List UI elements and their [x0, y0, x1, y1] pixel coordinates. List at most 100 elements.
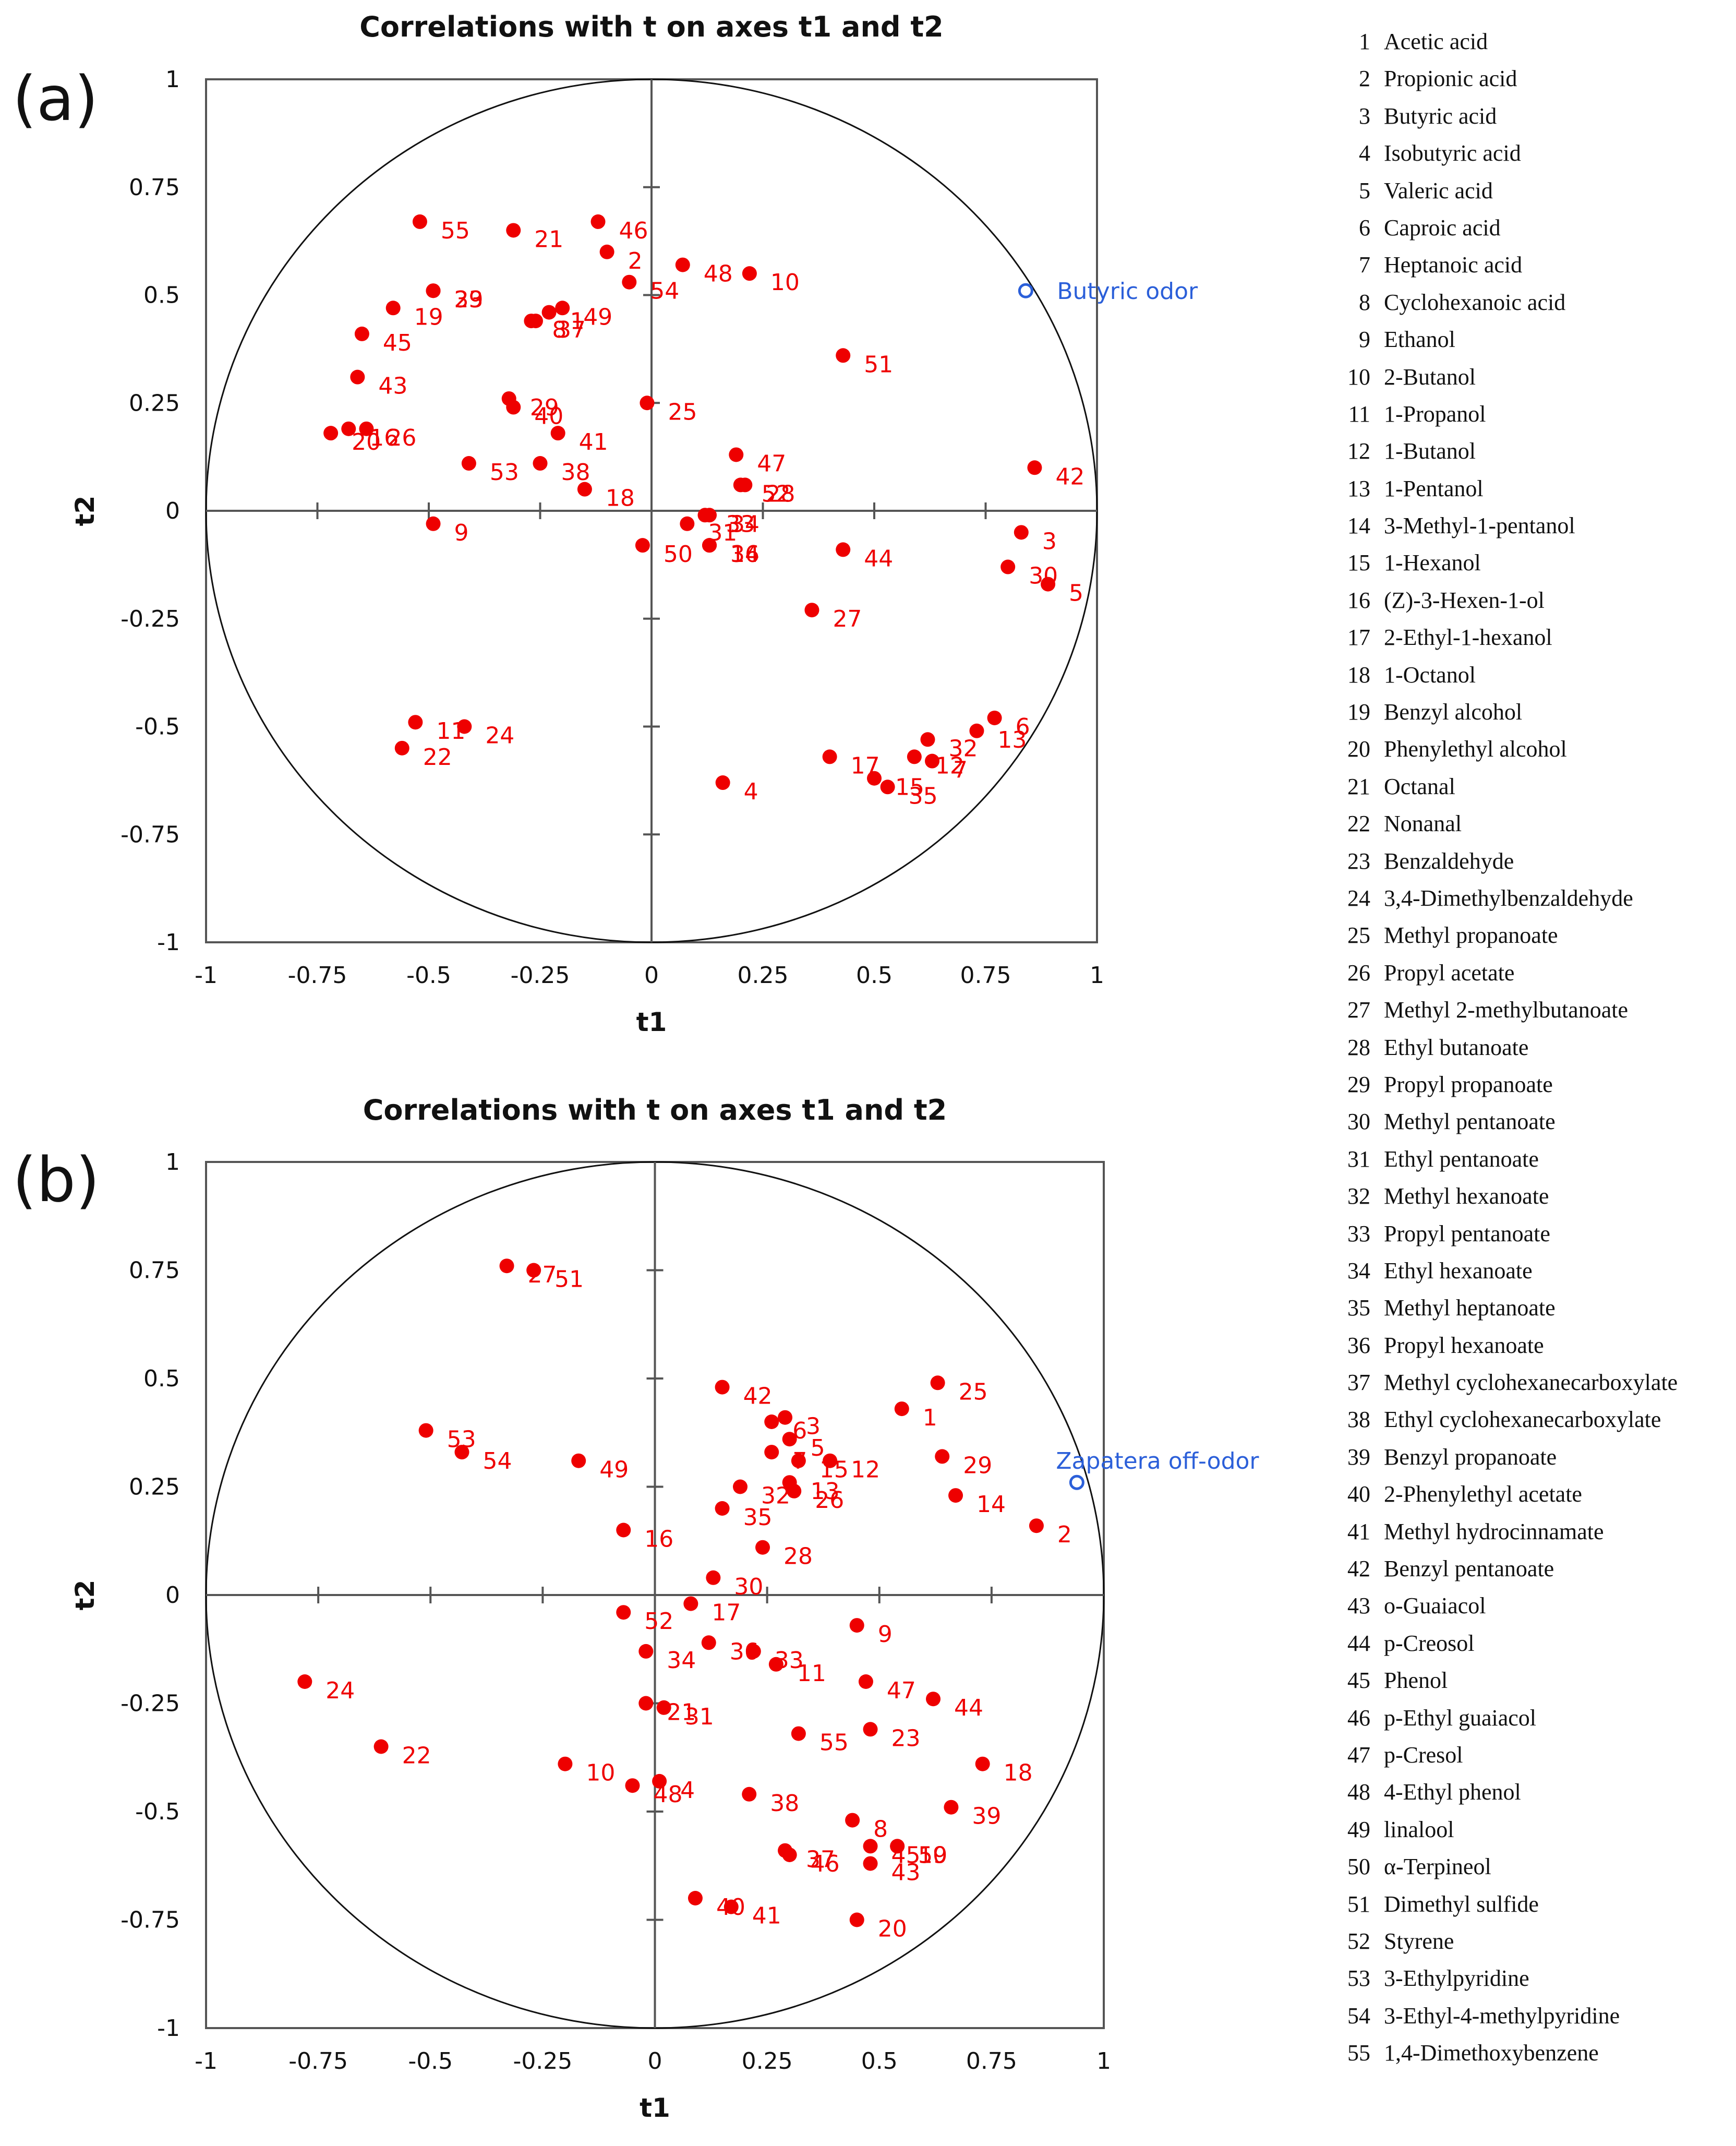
y-tick-label: 1 — [165, 66, 180, 93]
legend-compound-name: 3,4-Dimethylbenzaldehyde — [1384, 885, 1633, 911]
data-label-43: 43 — [891, 1860, 921, 1886]
legend-number: 37 — [1347, 1370, 1370, 1396]
x-tick-label: -0.75 — [288, 2048, 348, 2075]
x-tick-label: 0.75 — [966, 2048, 1017, 2075]
data-point-30 — [706, 1570, 721, 1585]
data-point-25 — [930, 1375, 945, 1390]
legend-item: 13 1-Pentanol — [1328, 470, 1734, 507]
y-axis-label: t2 — [70, 496, 100, 526]
legend-number: 46 — [1347, 1705, 1370, 1731]
legend-item: 24 3,4-Dimethylbenzaldehyde — [1328, 880, 1734, 917]
y-tick-label: -1 — [157, 929, 180, 956]
data-label-6: 6 — [792, 1418, 807, 1444]
legend-number: 18 — [1347, 662, 1370, 688]
legend-compound-name: Methyl heptanoate — [1384, 1295, 1556, 1321]
data-point-35 — [880, 780, 895, 795]
legend-compound-name: Acetic acid — [1384, 29, 1488, 54]
data-label-54: 54 — [650, 278, 679, 305]
legend-number: 1 — [1359, 29, 1370, 54]
data-point-25 — [640, 395, 655, 411]
variable-label: Zapatera off-odor — [1056, 1448, 1259, 1474]
x-tick-label: 0 — [644, 962, 659, 989]
legend-compound-name: Benzyl alcohol — [1384, 699, 1523, 725]
legend-number: 11 — [1348, 401, 1370, 427]
data-point-12 — [907, 749, 922, 764]
legend-item: 44 p-Creosol — [1328, 1625, 1734, 1662]
legend-number: 23 — [1347, 848, 1370, 874]
legend-item: 2 Propionic acid — [1328, 60, 1734, 97]
data-label-49: 49 — [583, 304, 612, 330]
data-label-1: 1 — [570, 308, 585, 335]
legend-compound-name: 3-Ethylpyridine — [1384, 1965, 1529, 1992]
data-point-3 — [778, 1410, 793, 1425]
y-tick-label: 0.5 — [143, 1365, 180, 1392]
data-point-11 — [408, 715, 423, 730]
data-point-1 — [894, 1401, 909, 1417]
data-label-28: 28 — [783, 1543, 813, 1570]
y-tick-label: -0.25 — [120, 1691, 180, 1717]
legend-compound-name: Ethanol — [1384, 327, 1455, 353]
data-point-41 — [550, 426, 565, 441]
data-label-47: 47 — [887, 1677, 916, 1704]
legend-compound-name: Styrene — [1384, 1928, 1454, 1954]
data-point-33 — [746, 1644, 761, 1659]
data-label-27: 27 — [833, 606, 862, 632]
data-label-32: 32 — [761, 1483, 790, 1509]
data-label-5: 5 — [811, 1435, 825, 1461]
data-label-26: 26 — [387, 425, 416, 451]
legend-item: 12 1-Butanol — [1328, 433, 1734, 470]
legend-compound-name: 2-Phenylethyl acetate — [1384, 1481, 1582, 1507]
compound-legend: 1 Acetic acid 2 Propionic acid 3 Butyric acid… — [1328, 23, 1734, 2071]
legend-number: 53 — [1347, 1965, 1370, 1992]
y-tick-label: 1 — [165, 1149, 180, 1176]
data-point-17 — [683, 1596, 698, 1611]
legend-number: 28 — [1347, 1034, 1370, 1060]
legend-number: 35 — [1347, 1295, 1370, 1321]
y-tick-label: -0.75 — [120, 821, 180, 848]
data-label-25: 25 — [959, 1378, 988, 1405]
data-point-2 — [599, 244, 614, 259]
data-label-30: 30 — [1029, 563, 1058, 590]
data-label-37: 37 — [557, 317, 586, 343]
legend-compound-name: o-Guaiacol — [1384, 1593, 1486, 1619]
data-point-9 — [426, 516, 441, 531]
data-label-30: 30 — [734, 1574, 763, 1600]
data-point-35 — [715, 1501, 730, 1516]
legend-item: 38 Ethyl cyclohexanecarboxylate — [1328, 1401, 1734, 1438]
data-point-10 — [558, 1756, 573, 1771]
data-point-8 — [845, 1813, 860, 1828]
legend-compound-name: 2-Butanol — [1384, 364, 1476, 390]
data-label-37: 37 — [806, 1847, 835, 1873]
legend-number: 3 — [1359, 103, 1370, 129]
data-point-27 — [499, 1258, 514, 1274]
data-label-23: 23 — [891, 1725, 921, 1752]
data-label-3: 3 — [806, 1413, 821, 1440]
data-label-52: 52 — [762, 481, 791, 507]
data-label-47: 47 — [757, 450, 786, 477]
data-point-18 — [975, 1756, 990, 1771]
legend-compound-name: Ethyl cyclohexanecarboxylate — [1384, 1407, 1661, 1433]
legend-compound-name: 3-Ethyl-4-methylpyridine — [1384, 2003, 1620, 2029]
chart-title: Correlations with t on axes t1 and t2 — [359, 10, 944, 43]
data-label-40: 40 — [534, 403, 563, 430]
data-point-47 — [858, 1674, 873, 1689]
legend-item: 26 Propyl acetate — [1328, 954, 1734, 991]
legend-compound-name: Methyl cyclohexanecarboxylate — [1384, 1370, 1678, 1396]
legend-compound-name: 4-Ethyl phenol — [1384, 1779, 1521, 1805]
data-point-28 — [755, 1540, 770, 1555]
legend-compound-name: Isobutyric acid — [1384, 140, 1521, 166]
data-label-23: 23 — [454, 286, 484, 313]
legend-item: 50 α-Terpineol — [1328, 1848, 1734, 1885]
panel-label: (b) — [13, 1144, 100, 1216]
legend-item: 31 Ethyl pentanoate — [1328, 1141, 1734, 1178]
y-tick-label: -1 — [157, 2015, 180, 2042]
data-label-53: 53 — [490, 459, 519, 486]
data-point-38 — [742, 1787, 757, 1802]
legend-compound-name: Phenol — [1384, 1668, 1448, 1694]
legend-compound-name: Propyl acetate — [1384, 960, 1515, 986]
data-label-18: 18 — [1004, 1760, 1033, 1787]
data-label-15: 15 — [819, 1457, 849, 1483]
legend-number: 54 — [1347, 2003, 1370, 2029]
legend-compound-name: Propyl propanoate — [1384, 1071, 1553, 1097]
legend-number: 20 — [1347, 736, 1370, 762]
